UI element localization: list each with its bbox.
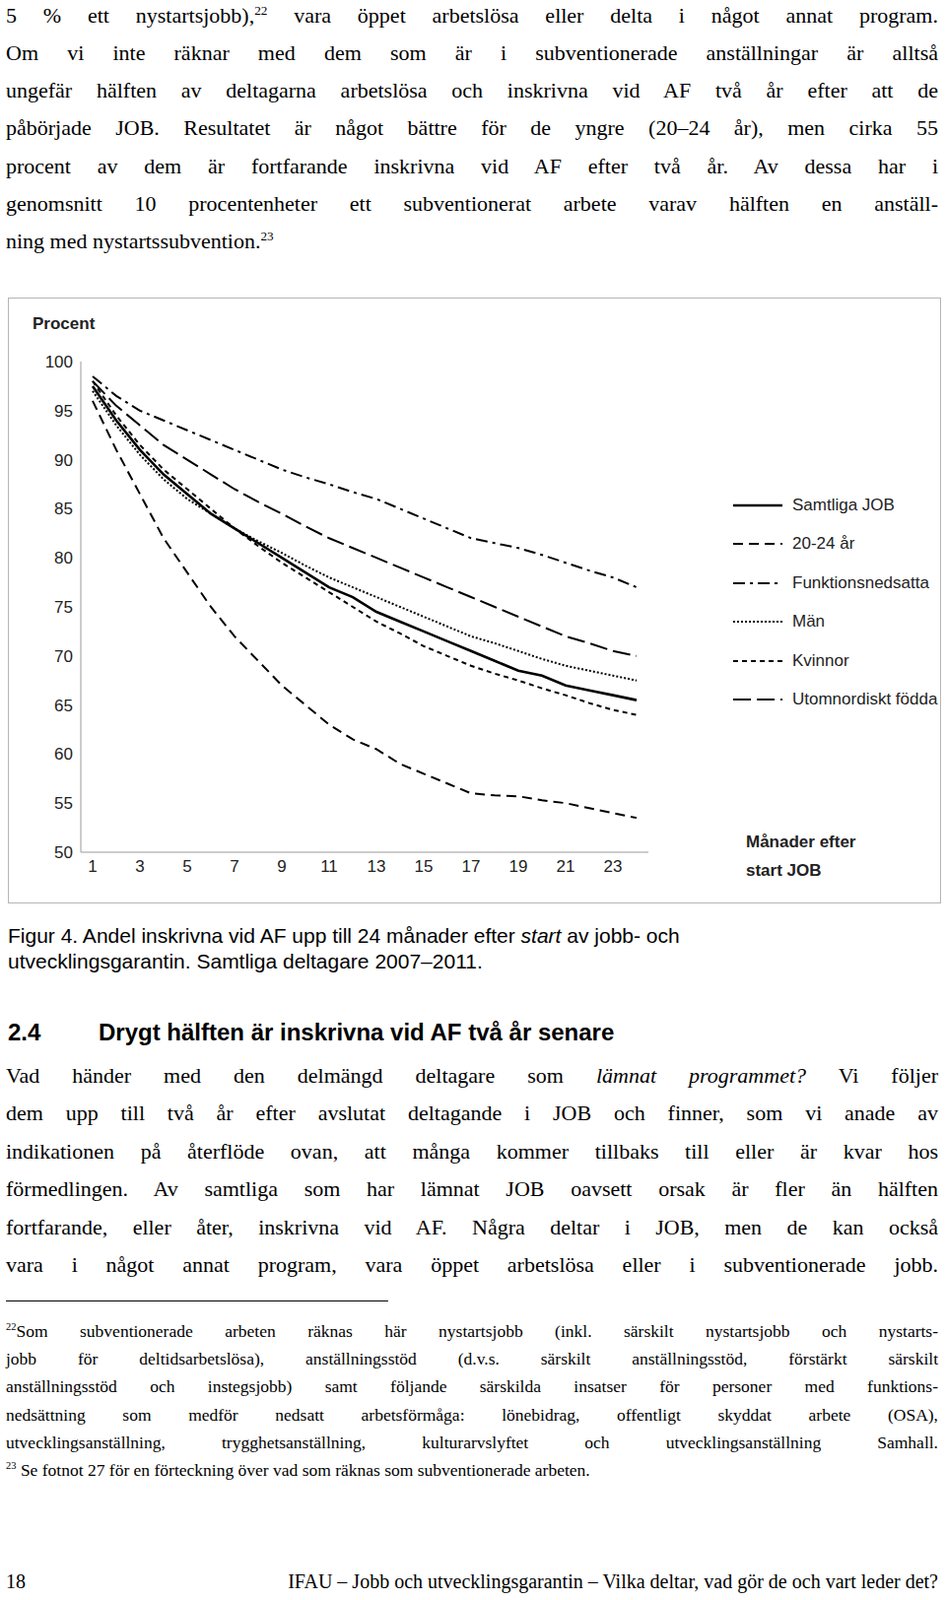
html-text:5 % ett nystartsjobb),22vara ö: 5 % ett nystartsjobb),22vara öppet arbet… — [5, 2, 939, 28]
html-text:20-24 år: 20-24 år — [792, 534, 855, 554]
svg-text:50: 50 — [54, 843, 73, 863]
svg-text:11: 11 — [320, 857, 338, 877]
svg-text:7: 7 — [229, 857, 239, 877]
svg-text:5: 5 — [182, 857, 192, 877]
html-text:Samtliga JOB: Samtliga JOB — [792, 495, 895, 515]
html-text:förmedlingen. Av samtliga som: förmedlingen. Av samtliga som har lämnat… — [5, 1176, 939, 1202]
svg-text:55: 55 — [54, 794, 73, 813]
svg-text:65: 65 — [54, 696, 73, 716]
html-text:22Som subventionerade arbeten: 22Som subventionerade arbeten räknas här… — [5, 1321, 939, 1342]
svg-text:9: 9 — [276, 857, 286, 877]
svg-text:21: 21 — [556, 857, 576, 877]
html-text:Kvinnor: Kvinnor — [792, 651, 850, 670]
html-text:fortfarande, eller åter, inskr: fortfarande, eller åter, inskrivna vid A… — [5, 1214, 939, 1240]
html-text:jobb för deltidsarbetslösa), a: jobb för deltidsarbetslösa), anställning… — [5, 1349, 939, 1369]
svg-text:75: 75 — [54, 598, 73, 617]
html-text:dem upp till två år efter avsl: dem upp till två år efter avslutat delta… — [5, 1101, 939, 1126]
html-text:23Se fotnot 27 för en förteckn: 23Se fotnot 27 för en förteckning över v… — [5, 1460, 590, 1481]
svg-text:15: 15 — [414, 857, 434, 877]
html-text:18: 18 — [5, 1570, 26, 1593]
svg-text:23: 23 — [604, 857, 623, 877]
svg-text:95: 95 — [54, 402, 73, 421]
html-text:Månader efter: Månader efter — [745, 832, 856, 852]
svg-text:70: 70 — [54, 647, 73, 667]
html-text:påbörjade JOB. Resultatet är n: påbörjade JOB. Resultatet är något bättr… — [5, 115, 939, 141]
svg-text:1: 1 — [87, 857, 97, 877]
html-text:Funktionsnedsatta: Funktionsnedsatta — [792, 573, 930, 593]
html-text:utvecklingsgarantin. Samtliga: utvecklingsgarantin. Samtliga deltagare … — [7, 949, 483, 973]
svg-text:19: 19 — [509, 857, 529, 877]
html-text:utvecklingsanställning, tryggh: utvecklingsanställning, trygghetsanställ… — [5, 1432, 939, 1453]
svg-text:13: 13 — [367, 857, 387, 877]
html-text:Procent: Procent — [32, 314, 95, 334]
html-text:Drygt hälften är inskrivna vid: Drygt hälften är inskrivna vid AF två år… — [98, 1018, 615, 1046]
svg-text:60: 60 — [54, 744, 73, 764]
html-text:vara i något annat program, va: vara i något annat program, vara öppet a… — [5, 1252, 939, 1278]
svg-text:100: 100 — [45, 352, 73, 372]
html-text:IFAU – Jobb och utvecklingsgar: IFAU – Jobb och utvecklingsgarantin – Vi… — [287, 1570, 939, 1593]
html-text:Figur 4. Andel inskrivna vid A: Figur 4. Andel inskrivna vid AF upp till… — [7, 924, 680, 947]
html-text:nedsättning som medför nedsatt: nedsättning som medför nedsatt arbetsför… — [5, 1404, 939, 1425]
html-text:Män: Män — [792, 612, 825, 631]
svg-text:90: 90 — [54, 451, 73, 471]
html-text:procent av dem är fortfarande: procent av dem är fortfarande inskrivna … — [5, 153, 939, 179]
svg-text:3: 3 — [135, 857, 144, 877]
html-text:Vad händer med den delmängd de: Vad händer med den delmängd deltagare so… — [5, 1063, 939, 1088]
html-text:ning med nystartssubvention.23: ning med nystartssubvention.23 — [5, 228, 274, 254]
html-text:Om vi inte räknar med dem som: Om vi inte räknar med dem som är i subve… — [5, 40, 939, 65]
svg-text:17: 17 — [462, 857, 481, 877]
html-text:Utomnordiskt födda: Utomnordiskt födda — [792, 690, 938, 709]
svg-text:85: 85 — [54, 499, 73, 519]
html-text:2.4: 2.4 — [7, 1018, 41, 1046]
html-text:indikationen på återflöde ovan: indikationen på återflöde ovan, att mång… — [5, 1138, 939, 1164]
html-text:anställningsstöd och instegsjo: anställningsstöd och instegsjobb) samt f… — [5, 1377, 939, 1397]
svg-text:80: 80 — [54, 548, 73, 568]
html-text:genomsnitt 10 procentenheter e: genomsnitt 10 procentenheter ett subvent… — [5, 191, 939, 216]
html-text:ungefär hälften av deltagarna: ungefär hälften av deltagarna arbetslösa… — [5, 77, 939, 103]
html-text:start JOB: start JOB — [745, 861, 822, 880]
